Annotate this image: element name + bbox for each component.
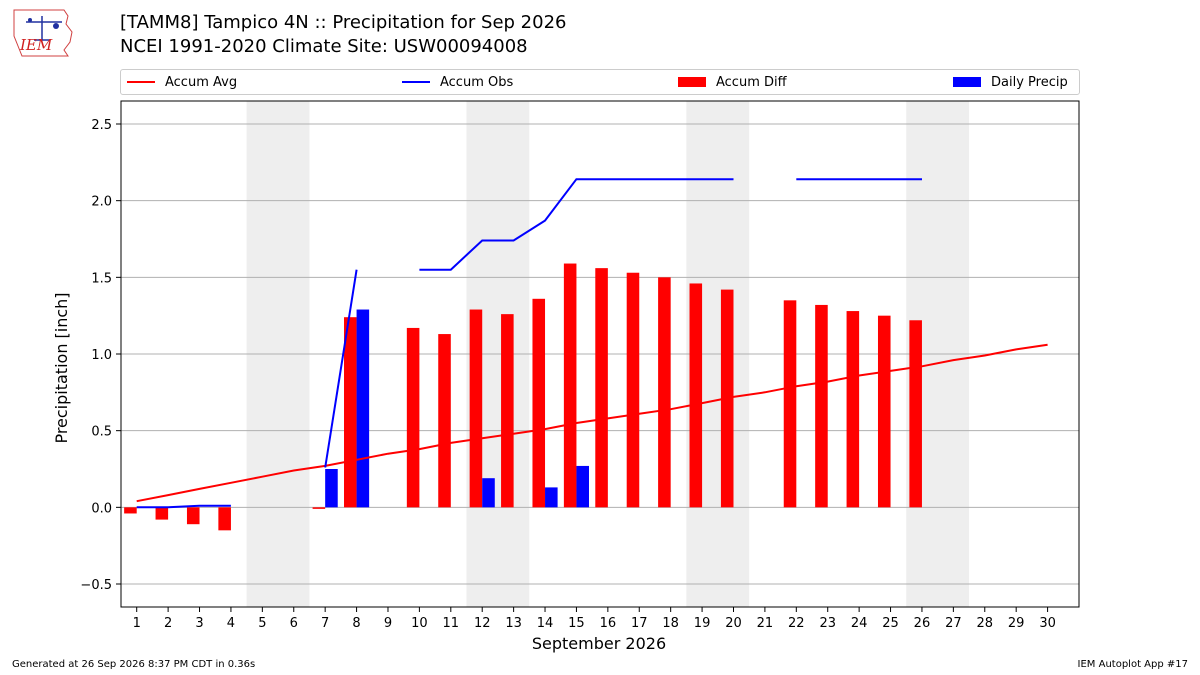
legend-accum-obs-swatch bbox=[402, 81, 430, 83]
accum-avg-line bbox=[136, 343, 1048, 503]
accum-diff-bar bbox=[877, 315, 891, 508]
chart-subtitle: NCEI 1991-2020 Climate Site: USW00094008 bbox=[120, 36, 528, 57]
x-tick-label: 17 bbox=[631, 616, 648, 631]
y-tick-label: 0.0 bbox=[91, 501, 112, 516]
x-tick-label: 5 bbox=[258, 616, 266, 631]
accum-diff-bar bbox=[658, 277, 671, 508]
y-tick-label: 2.0 bbox=[91, 195, 112, 210]
footer-generated: Generated at 26 Sep 2026 8:37 PM CDT in … bbox=[12, 659, 256, 670]
accum-obs-line bbox=[136, 504, 231, 509]
chart-legend: Accum Avg Accum Obs Accum Diff Daily Pre… bbox=[120, 69, 1080, 95]
x-tick-label: 11 bbox=[443, 616, 460, 631]
legend-accum-diff: Accum Diff bbox=[678, 70, 787, 94]
footer-app: IEM Autoplot App #17 bbox=[1077, 659, 1188, 670]
x-tick-label: 24 bbox=[851, 616, 868, 631]
accum-diff-bar bbox=[909, 320, 922, 508]
x-tick-label: 9 bbox=[384, 616, 392, 631]
x-tick-label: 25 bbox=[882, 616, 899, 631]
x-tick-label: 8 bbox=[352, 616, 360, 631]
x-tick-label: 7 bbox=[321, 616, 329, 631]
accum-obs-line bbox=[324, 269, 358, 468]
legend-accum-diff-label: Accum Diff bbox=[716, 74, 787, 90]
y-axis-label: Precipitation [inch] bbox=[52, 292, 71, 443]
x-tick-label: 16 bbox=[600, 616, 617, 631]
accum-diff-bar bbox=[312, 507, 326, 509]
y-tick-label: 1.0 bbox=[91, 348, 112, 363]
y-tick-label: 2.5 bbox=[91, 118, 112, 133]
legend-accum-obs: Accum Obs bbox=[402, 70, 513, 94]
legend-accum-avg: Accum Avg bbox=[127, 70, 237, 94]
y-tick-label: 1.5 bbox=[91, 271, 112, 286]
legend-accum-avg-label: Accum Avg bbox=[165, 74, 238, 90]
x-tick-label: 27 bbox=[945, 616, 962, 631]
x-tick-label: 1 bbox=[133, 616, 141, 631]
x-tick-label: 3 bbox=[195, 616, 203, 631]
accum-diff-bar bbox=[689, 283, 703, 508]
daily-precip-bar bbox=[482, 478, 495, 508]
accum-diff-bar bbox=[501, 314, 514, 508]
x-tick-label: 21 bbox=[757, 616, 774, 631]
x-tick-label: 2 bbox=[164, 616, 172, 631]
x-tick-label: 4 bbox=[227, 616, 235, 631]
x-tick-label: 12 bbox=[474, 616, 491, 631]
accum-diff-bar bbox=[344, 317, 357, 508]
x-tick-label: 26 bbox=[914, 616, 931, 631]
chart-title: [TAMM8] Tampico 4N :: Precipitation for … bbox=[120, 12, 567, 33]
x-tick-label: 22 bbox=[788, 616, 805, 631]
x-tick-label: 28 bbox=[976, 616, 993, 631]
accum-diff-bar bbox=[783, 300, 797, 508]
accum-diff-bar bbox=[595, 268, 608, 508]
iem-logo: IEM bbox=[13, 9, 73, 57]
legend-accum-diff-swatch bbox=[678, 77, 706, 87]
x-tick-label: 10 bbox=[411, 616, 428, 631]
y-tick-label: −0.5 bbox=[80, 578, 112, 593]
accum-diff-bar bbox=[815, 304, 828, 508]
x-tick-label: 29 bbox=[1008, 616, 1025, 631]
accum-obs-line bbox=[419, 178, 734, 271]
legend-accum-avg-swatch bbox=[127, 81, 155, 83]
accum-diff-bar bbox=[438, 334, 451, 508]
daily-precip-bar bbox=[356, 309, 370, 508]
accum-diff-bar bbox=[155, 507, 169, 520]
legend-accum-obs-label: Accum Obs bbox=[440, 74, 514, 90]
accum-diff-bar bbox=[406, 327, 420, 508]
plot-area bbox=[121, 101, 1079, 607]
y-tick-label: 0.5 bbox=[91, 425, 112, 440]
x-tick-label: 13 bbox=[505, 616, 522, 631]
accum-diff-bar bbox=[186, 507, 200, 525]
x-axis-label: September 2026 bbox=[532, 634, 666, 653]
svg-text:IEM: IEM bbox=[19, 36, 53, 54]
accum-diff-bar bbox=[626, 272, 640, 508]
legend-daily-precip-label: Daily Precip bbox=[991, 74, 1068, 90]
x-tick-label: 23 bbox=[819, 616, 836, 631]
x-tick-label: 14 bbox=[537, 616, 554, 631]
x-tick-label: 6 bbox=[290, 616, 298, 631]
x-tick-label: 15 bbox=[568, 616, 585, 631]
daily-precip-bar bbox=[576, 465, 590, 508]
accum-diff-bar bbox=[124, 507, 137, 514]
x-tick-label: 20 bbox=[725, 616, 742, 631]
legend-daily-precip: Daily Precip bbox=[953, 70, 1068, 94]
x-tick-label: 18 bbox=[662, 616, 679, 631]
x-tick-label: 30 bbox=[1039, 616, 1056, 631]
accum-diff-bar bbox=[846, 311, 860, 508]
daily-precip-bar bbox=[325, 469, 338, 508]
daily-precip-bar bbox=[545, 487, 558, 508]
legend-daily-precip-swatch bbox=[953, 77, 981, 87]
accum-diff-bar bbox=[218, 507, 231, 531]
accum-diff-bar bbox=[563, 263, 577, 508]
accum-diff-bar bbox=[532, 298, 546, 508]
accum-diff-bar bbox=[469, 309, 483, 508]
x-tick-label: 19 bbox=[694, 616, 711, 631]
